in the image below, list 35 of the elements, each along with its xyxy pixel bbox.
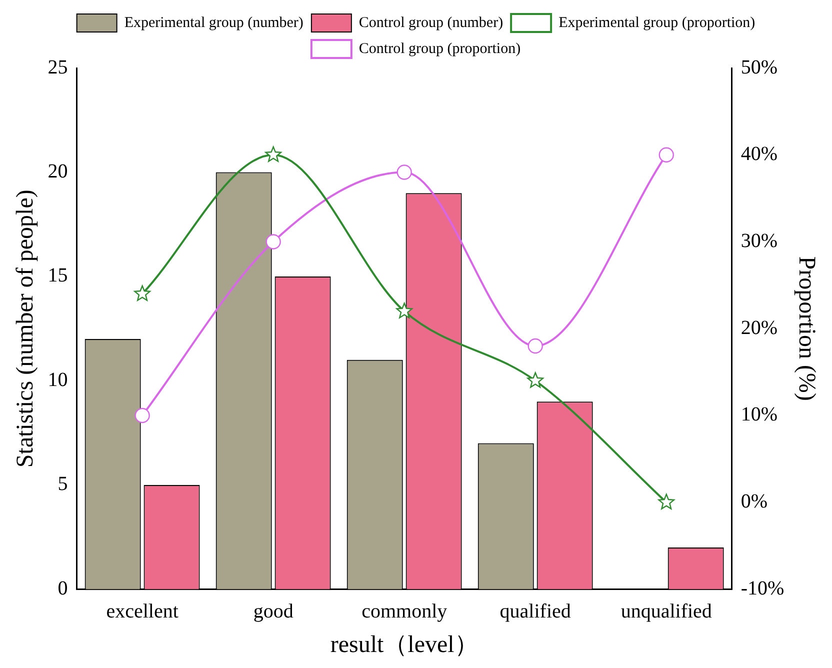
y-axis-title: Statistics (number of people)	[12, 190, 39, 468]
y2-tick-label: -10%	[740, 577, 784, 600]
x-axis-title: result（level）	[330, 632, 478, 658]
y-tick-label: 15	[48, 264, 68, 287]
y-tick-label: 25	[48, 56, 68, 78]
y2-tick-label: 50%	[740, 56, 778, 78]
y2-tick-label: 20%	[740, 316, 778, 339]
x-tick-label: qualified	[500, 600, 571, 622]
x-tick-label: good	[253, 600, 294, 622]
x-tick-label: excellent	[106, 600, 179, 622]
y-tick-label: 5	[58, 473, 68, 496]
legend-label: Control group (number)	[358, 14, 504, 31]
x-tick-label: commonly	[362, 600, 448, 622]
y-tick-label: 10	[48, 368, 68, 391]
point	[266, 234, 281, 250]
legend-label: Control group (proportion)	[358, 40, 521, 57]
y2-axis-title: Proportion (%)	[793, 256, 820, 401]
point	[527, 372, 544, 388]
y2-tick-label: 0%	[740, 490, 768, 513]
y-tick-label: 20	[48, 160, 68, 182]
point	[528, 338, 543, 354]
point	[658, 147, 674, 162]
point	[134, 408, 150, 424]
y2-tick-label: 30%	[740, 230, 778, 252]
point	[658, 494, 675, 510]
point	[396, 164, 412, 180]
point	[265, 146, 282, 162]
y2-tick-label: 40%	[740, 143, 778, 166]
legend-label: Experimental group (number)	[124, 14, 304, 31]
x-tick-label: unqualified	[620, 600, 712, 622]
point	[396, 302, 413, 318]
y2-tick-label: 10%	[740, 404, 778, 426]
legend-label: Experimental group (proportion)	[558, 14, 756, 31]
point	[134, 285, 151, 301]
y-tick-label: 0	[58, 577, 68, 600]
